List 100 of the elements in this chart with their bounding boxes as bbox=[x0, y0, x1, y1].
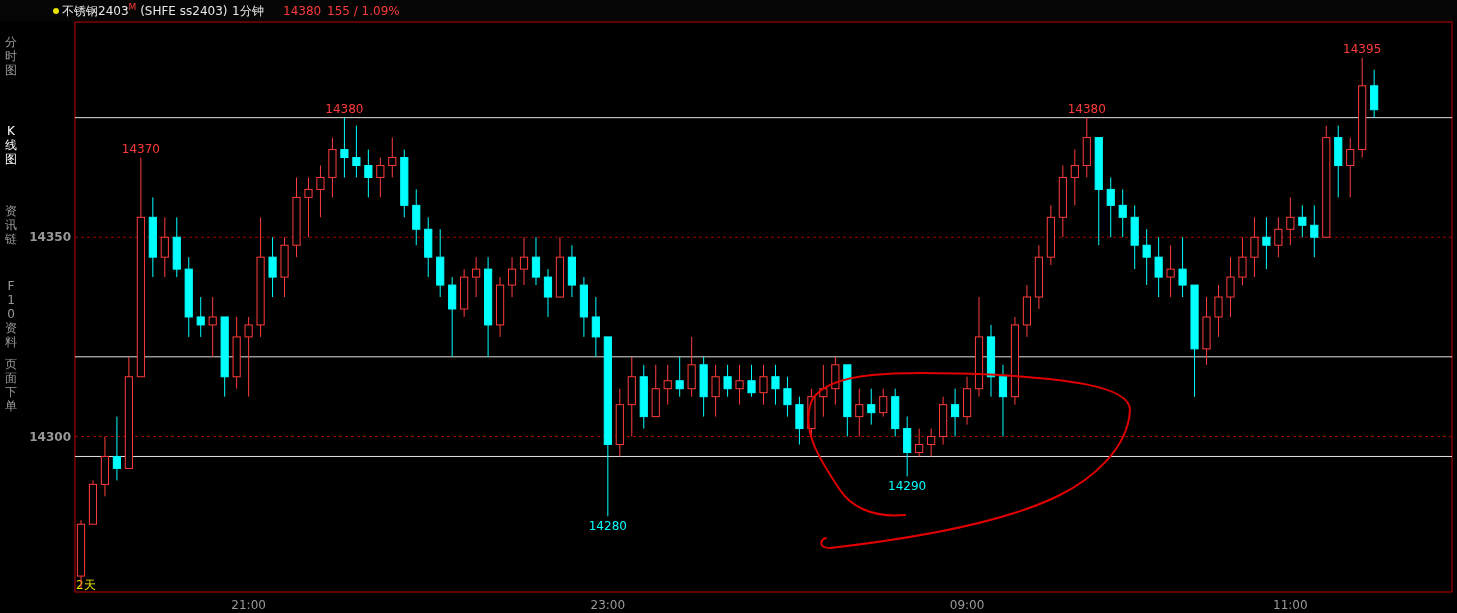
candlestick bbox=[292, 176, 301, 258]
candlestick bbox=[783, 376, 792, 418]
candlestick bbox=[280, 236, 289, 298]
annotation: 14280 bbox=[588, 519, 627, 534]
candlestick bbox=[939, 396, 948, 446]
y-tick-label: 14350 bbox=[29, 230, 71, 245]
candlestick bbox=[675, 356, 684, 398]
candlestick bbox=[962, 376, 972, 426]
candlestick bbox=[436, 228, 445, 298]
candlestick bbox=[986, 324, 996, 398]
annotation: 2天 bbox=[76, 578, 96, 592]
candlestick bbox=[903, 416, 912, 477]
candlestick bbox=[112, 416, 121, 481]
annotation: 14380 bbox=[325, 101, 364, 116]
candlestick bbox=[184, 256, 193, 338]
candlestick bbox=[304, 176, 313, 238]
candlestick bbox=[1346, 137, 1355, 198]
candlestick bbox=[208, 296, 217, 358]
chart-title: 不锈钢2403$^{M}$ (SHFE ss2403) bbox=[62, 2, 228, 18]
candlestick bbox=[1106, 176, 1115, 238]
candlestick bbox=[412, 188, 421, 246]
candlestick bbox=[352, 125, 361, 178]
candlestick bbox=[998, 364, 1008, 438]
candlestick bbox=[1310, 204, 1319, 258]
candlestick bbox=[76, 519, 86, 589]
candlestick bbox=[950, 388, 960, 438]
candlestick bbox=[1274, 216, 1283, 258]
x-tick-label: 09:00 bbox=[949, 598, 985, 612]
candlestick bbox=[1118, 188, 1127, 238]
candlestick bbox=[1010, 316, 1020, 406]
candlestick bbox=[1214, 284, 1223, 338]
candlestick bbox=[1022, 284, 1032, 338]
chart-subtitle: 1分钟 bbox=[232, 4, 264, 18]
candlestick bbox=[1034, 244, 1043, 310]
x-tick-label: 21:00 bbox=[231, 598, 266, 612]
candlestick bbox=[639, 364, 648, 430]
candlestick bbox=[687, 336, 696, 398]
candlestick bbox=[1298, 204, 1307, 238]
candlestick bbox=[160, 216, 169, 278]
annotation: 14370 bbox=[121, 141, 160, 156]
annotation: 14395 bbox=[1343, 41, 1382, 56]
candlestick bbox=[519, 236, 529, 286]
candlestick bbox=[256, 216, 265, 338]
candlestick bbox=[591, 296, 600, 358]
text: 14380 bbox=[283, 4, 322, 18]
candlestick bbox=[472, 256, 481, 298]
candlestick bbox=[855, 388, 864, 438]
candlestick bbox=[196, 296, 205, 338]
candlestick bbox=[268, 236, 277, 298]
candlestick bbox=[495, 276, 505, 338]
candlestick bbox=[328, 137, 337, 198]
candlestick bbox=[1082, 117, 1091, 178]
candlestick bbox=[531, 236, 541, 286]
candlestick bbox=[711, 364, 720, 418]
text: 分时图 bbox=[5, 35, 17, 77]
candlestick bbox=[100, 436, 110, 497]
candlestick bbox=[1286, 196, 1295, 246]
candlestick bbox=[819, 364, 828, 418]
candlestick bbox=[340, 117, 349, 178]
candlestick bbox=[1070, 149, 1079, 206]
candlestick bbox=[1166, 244, 1175, 298]
candlestick bbox=[232, 316, 241, 390]
candlestick bbox=[567, 244, 577, 298]
candlestick bbox=[974, 296, 984, 398]
candlestick bbox=[927, 428, 936, 457]
candlestick bbox=[1250, 216, 1259, 278]
candlestick bbox=[1154, 236, 1163, 298]
candlestick bbox=[1334, 125, 1343, 198]
text: 资讯链 bbox=[4, 204, 17, 246]
candlestick bbox=[1058, 165, 1067, 238]
candlestick bbox=[364, 149, 373, 198]
text: K线图 bbox=[5, 124, 17, 166]
candlestick bbox=[747, 364, 756, 398]
text: F10资料 bbox=[5, 279, 17, 349]
candlestick bbox=[388, 137, 397, 178]
candlestick bbox=[1262, 216, 1271, 270]
candlestick bbox=[723, 364, 732, 398]
candlestick bbox=[735, 364, 744, 406]
candlestick bbox=[316, 165, 325, 218]
candlestick bbox=[507, 256, 517, 298]
candlestick bbox=[1142, 228, 1151, 286]
candlestick bbox=[867, 388, 876, 426]
candlestick bbox=[615, 388, 624, 457]
candlestick bbox=[1046, 204, 1055, 266]
candlestick bbox=[579, 276, 588, 338]
annotation: 14290 bbox=[888, 479, 927, 494]
candlestick bbox=[663, 364, 672, 406]
candlestick bbox=[484, 256, 493, 358]
candlestick bbox=[424, 216, 433, 278]
candlestick bbox=[1370, 69, 1379, 119]
candlestick bbox=[771, 364, 780, 406]
candlestick bbox=[148, 196, 157, 278]
candlestick bbox=[1178, 236, 1187, 298]
x-tick-label: 11:00 bbox=[1273, 598, 1308, 612]
x-tick-label: 23:00 bbox=[590, 598, 626, 612]
candlestick bbox=[543, 268, 553, 318]
candlestick bbox=[1226, 256, 1235, 318]
candlestick bbox=[759, 364, 768, 406]
candlestick bbox=[627, 356, 636, 438]
text: 155 / 1.09% bbox=[327, 4, 400, 18]
